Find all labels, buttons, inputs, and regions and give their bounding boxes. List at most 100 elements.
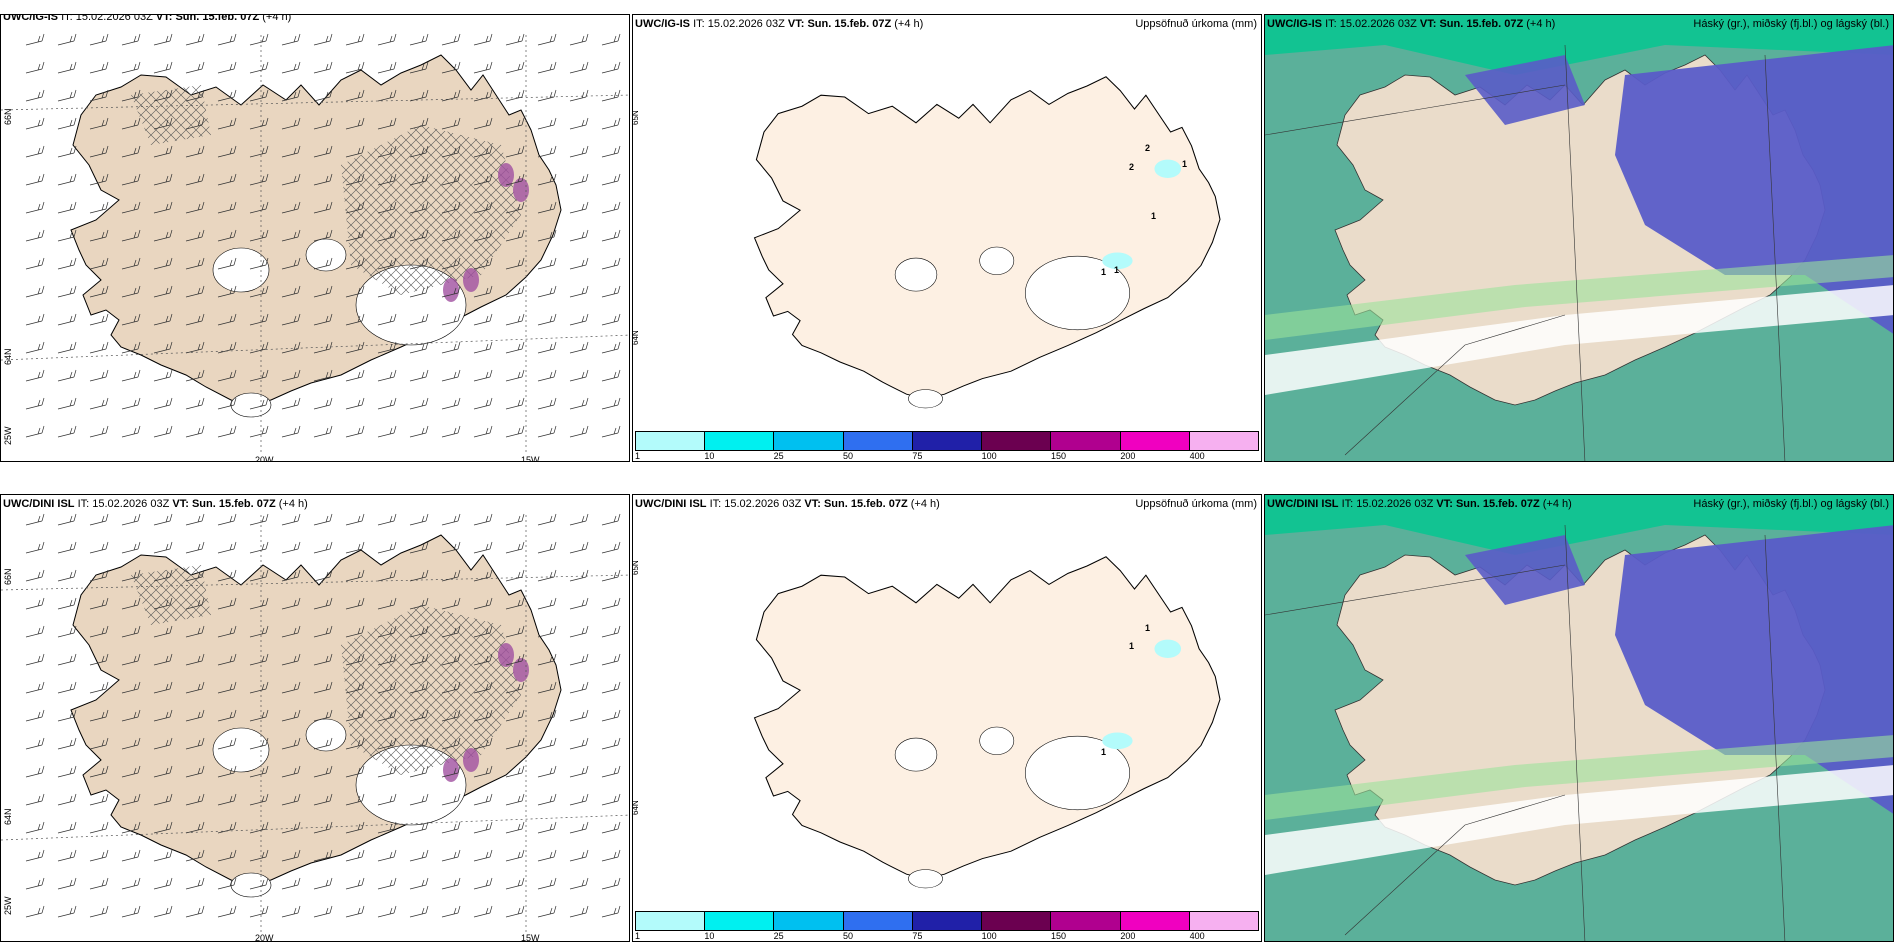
colorbar-swatch: [705, 912, 775, 930]
precip-area: [1154, 159, 1182, 178]
iceland-map: [70, 534, 562, 898]
colorbar-tick-label: 25: [773, 451, 784, 461]
it-label: IT:: [77, 498, 90, 510]
it-label: IT:: [1341, 498, 1354, 510]
precip-area: [1102, 732, 1133, 750]
cloud-title: Háský (gr.), miðský (fj.bl.) og lágský (…: [1693, 498, 1889, 510]
cloud-map-panel-1: UWC/IG-IS IT: 15.02.2026 03Z VT: Sun. 15…: [1264, 14, 1894, 462]
model-name: UWC/IG-IS: [1267, 18, 1322, 30]
precip-patch: [513, 178, 529, 202]
precip-value: 1: [1182, 159, 1188, 169]
glacier: [212, 727, 270, 773]
precip-map-svg-1: [753, 76, 1221, 409]
valid-time: Sun. 15.feb. 07Z: [1439, 18, 1524, 30]
colorbar-swatch: [1189, 912, 1258, 930]
cloud-map-header: UWC/IG-IS IT: 15.02.2026 03Z VT: Sun. 15…: [1267, 18, 1555, 30]
colorbar-tick-label: 100: [981, 931, 997, 941]
iceland-map: [753, 76, 1221, 409]
colorbar-tick-label: 1: [635, 931, 641, 941]
colorbar-swatch: [1189, 432, 1258, 450]
precip-value: 1: [1145, 623, 1151, 633]
glacier: [894, 737, 938, 772]
graticule: [1265, 44, 1786, 461]
glacier: [894, 257, 938, 292]
colorbar-swatch: [774, 432, 844, 450]
it-label: IT:: [709, 498, 722, 510]
colorbar-swatch: [1120, 432, 1190, 450]
colorbar-swatch: [912, 432, 983, 450]
colorbar-tick-label: 50: [843, 451, 854, 461]
colorbar-swatch: [1120, 912, 1190, 930]
it-label: IT:: [693, 18, 705, 30]
precip-value: 1: [1101, 267, 1107, 277]
colorbar-tick-label: 150: [1051, 451, 1067, 461]
precip-area: [1154, 639, 1182, 658]
glacier: [908, 869, 943, 889]
lead-time: (+4 h): [278, 498, 308, 510]
cloud-title: Háský (gr.), miðský (fj.bl.) og lágský (…: [1693, 18, 1889, 30]
vt-label: VT:: [1419, 18, 1437, 30]
lon-label-20w: 20W: [255, 455, 274, 462]
precip-patch: [443, 758, 459, 782]
lead-time: (+4 h): [1526, 18, 1556, 30]
precip-patch: [498, 643, 514, 667]
model-name: UWC/IG-IS: [635, 18, 690, 30]
precip-map-panel-1: UWC/IG-IS IT: 15.02.2026 03Z VT: Sun. 15…: [632, 14, 1262, 462]
init-time: 15.02.2026 03Z: [75, 14, 153, 23]
cloud-map: [1265, 15, 1893, 461]
valid-time: Sun. 15.feb. 07Z: [191, 498, 276, 510]
wind-map-header: UWC/DINI ISL IT: 15.02.2026 03Z VT: Sun.…: [3, 498, 308, 510]
colorbar-tick-label: 10: [704, 931, 715, 941]
lon-label-15w: 15W: [521, 933, 540, 942]
lon-label-25w: 25W: [3, 426, 13, 445]
vt-label: VT:: [787, 18, 805, 30]
precip-value: 2: [1145, 143, 1151, 153]
valid-time: Sun. 15.feb. 07Z: [175, 14, 260, 23]
precip-value: 1: [1151, 211, 1157, 221]
cloud-map: [1265, 495, 1893, 941]
colorbar-tick-label: 10: [704, 451, 715, 461]
wind-map-svg-2: [1, 513, 629, 935]
valid-time: Sun. 15.feb. 07Z: [823, 498, 908, 510]
colorbar-swatch: [912, 912, 983, 930]
precip-value: 1: [1129, 641, 1135, 651]
cloud-map-svg-1: [1265, 15, 1893, 461]
colorbar-swatch: [636, 432, 706, 450]
colorbar-tick-label: 50: [843, 931, 854, 941]
graticule: [1, 35, 629, 455]
lead-time: (+4 h): [910, 498, 940, 510]
glacier: [1024, 735, 1131, 811]
it-label: IT:: [61, 14, 73, 23]
lon-label-15w: 15W: [521, 455, 540, 462]
colorbar-swatch: [843, 912, 913, 930]
colorbar-swatch: [1051, 912, 1121, 930]
init-time: 15.02.2026 03Z: [1339, 18, 1417, 30]
lead-time: (+4 h): [1542, 498, 1572, 510]
lat-label-64n: 64N: [632, 800, 640, 815]
colorbar-swatch: [1051, 432, 1121, 450]
precip-colorbar: [635, 911, 1259, 931]
precip-patch: [463, 268, 479, 292]
precip-patch: [513, 658, 529, 682]
precip-map-svg-2: [753, 556, 1221, 889]
colorbar-swatch: [705, 432, 775, 450]
precip-colorbar-labels: 1 10 25 50 75 100 150 200 400: [635, 931, 1259, 941]
hatch-area: [341, 605, 521, 775]
colorbar-tick-label: 400: [1189, 451, 1205, 461]
wind-map-header: UWC/IG-IS IT: 15.02.2026 03Z VT: Sun. 15…: [3, 14, 291, 23]
precip-patch: [463, 748, 479, 772]
cloud-map-header: UWC/DINI ISL IT: 15.02.2026 03Z VT: Sun.…: [1267, 498, 1572, 510]
precip-value: 1: [1101, 747, 1107, 757]
precip-colorbar-labels: 1 10 25 50 75 100 150 200 400: [635, 451, 1259, 461]
hatch-area: [341, 125, 521, 295]
wind-map-svg-1: [1, 33, 629, 455]
precip-title: Uppsöfnuð úrkoma (mm): [1135, 18, 1257, 30]
init-time: 15.02.2026 03Z: [724, 498, 802, 510]
precip-value: 1: [1114, 265, 1120, 275]
lat-label-65n: 65N: [632, 560, 640, 575]
glacier: [1024, 255, 1131, 331]
colorbar-swatch: [774, 912, 844, 930]
glacier: [908, 389, 943, 409]
iceland-map: [70, 54, 562, 418]
high-cloud-area: [1465, 55, 1585, 125]
